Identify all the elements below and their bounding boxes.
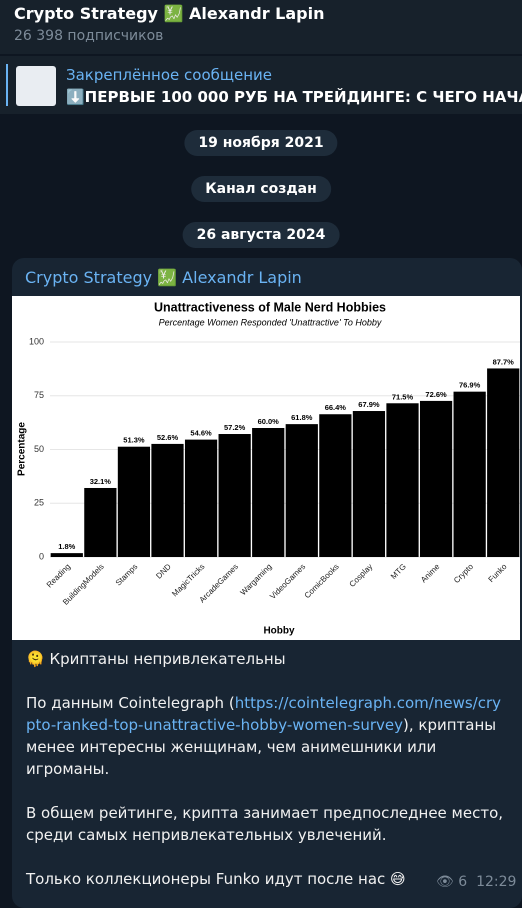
chart-subtitle: Percentage Women Responded 'Unattractive…	[159, 317, 382, 327]
channel-title[interactable]: Crypto Strategy 💹 Alexandr Lapin	[14, 4, 325, 23]
message-paragraph: Только коллекционеры Funko идут после на…	[26, 870, 406, 888]
bar	[453, 391, 486, 557]
date-pill: 26 августа 2024	[182, 222, 340, 248]
bar	[218, 434, 251, 557]
value-label: 32.1%	[90, 477, 112, 486]
bar	[151, 443, 184, 557]
bar	[487, 368, 520, 557]
x-axis-label: Hobby	[263, 626, 295, 637]
message-heading: 🫠 Криптаны непривлекательны	[26, 650, 286, 668]
header: Crypto Strategy 💹 Alexandr Lapin 26 398 …	[0, 0, 522, 54]
pinned-bar[interactable]: Закреплённое сообщение ⬇️ПЕРВЫЕ 100 000 …	[0, 56, 522, 114]
y-tick-label: 100	[29, 336, 44, 346]
bar	[184, 439, 218, 557]
y-tick-label: 50	[34, 444, 44, 454]
chart-title: Unattractiveness of Male Nerd Hobbies	[154, 300, 386, 314]
value-label: 67.9%	[358, 400, 380, 409]
message-author[interactable]: Crypto Strategy 💹 Alexandr Lapin	[25, 268, 302, 287]
value-label: 76.9%	[459, 381, 481, 390]
value-label: 71.5%	[392, 392, 414, 401]
y-axis-label: Percentage	[17, 422, 28, 476]
pinned-text: ⬇️ПЕРВЫЕ 100 000 РУБ НА ТРЕЙДИНГЕ: С ЧЕГ…	[66, 88, 522, 106]
views: 6	[458, 874, 468, 890]
text: По данным Cointelegraph (	[26, 694, 235, 712]
value-label: 54.6%	[190, 429, 212, 438]
message: Crypto Strategy 💹 Alexandr Lapin Unattra…	[12, 258, 522, 908]
value-label: 1.8%	[58, 542, 75, 551]
link[interactable]: https://cointelegraph.com/news/crypto-ra…	[26, 694, 502, 734]
bar	[386, 403, 419, 557]
bar	[252, 428, 285, 557]
pinned-label: Закреплённое сообщение	[66, 66, 273, 84]
message-meta: 👁 6 12:29	[436, 874, 517, 890]
bar	[285, 424, 318, 557]
pinned-thumb	[16, 66, 56, 106]
message-paragraph: По данным Cointelegraph (https://cointel…	[26, 692, 506, 780]
bar	[84, 487, 117, 557]
value-label: 66.4%	[325, 403, 347, 412]
value-label: 57.2%	[224, 423, 246, 432]
bar	[117, 446, 151, 557]
time: 12:29	[476, 874, 517, 890]
y-tick-label: 0	[39, 551, 44, 561]
message-paragraph: В общем рейтинге, крипта занимает предпо…	[26, 804, 504, 844]
bar	[319, 414, 352, 557]
bar	[419, 400, 453, 557]
subscribers: 26 398 подписчиков	[14, 28, 164, 44]
text: ), криптаны менее интересны женщинам, че…	[26, 716, 497, 778]
chart: Unattractiveness of Male Nerd Hobbies Pe…	[12, 296, 520, 640]
y-tick-label: 25	[34, 498, 44, 508]
value-label: 60.0%	[258, 417, 280, 426]
service-pill: Канал создан	[191, 176, 331, 202]
bar	[50, 553, 83, 557]
pinned-line	[6, 64, 8, 106]
value-label: 52.6%	[157, 433, 179, 442]
value-label: 61.8%	[291, 413, 313, 422]
value-label: 51.3%	[123, 436, 145, 445]
date-pill: 19 ноября 2021	[184, 130, 338, 156]
value-label: 87.7%	[493, 357, 515, 366]
bar	[352, 411, 386, 557]
y-tick-label: 75	[34, 390, 44, 400]
value-label: 72.6%	[425, 390, 447, 399]
